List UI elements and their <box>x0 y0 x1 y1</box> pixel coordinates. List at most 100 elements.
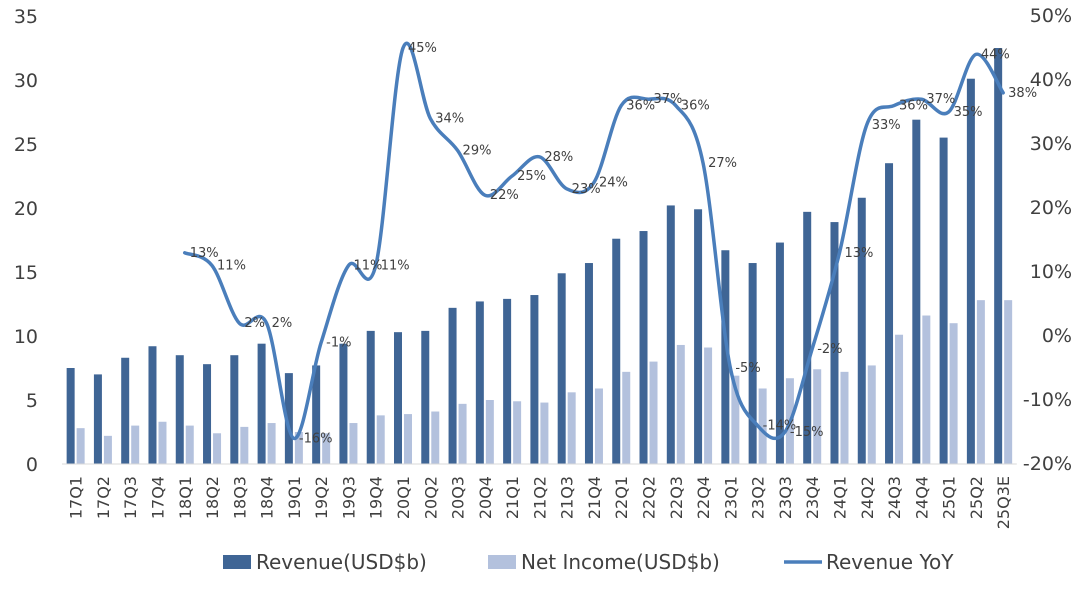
net-income-bar <box>895 334 904 464</box>
revenue-bar <box>339 343 348 464</box>
revenue-bar <box>175 355 184 464</box>
net-income-bar <box>922 315 931 464</box>
net-income-bar <box>76 428 85 464</box>
revenue-bar <box>694 209 703 464</box>
net-income-bar <box>458 403 467 464</box>
legend-label-revenue-yoy: Revenue YoY <box>826 550 954 574</box>
yoy-data-label: 37% <box>926 92 955 107</box>
yoy-data-label: 33% <box>872 118 901 133</box>
net-income-bar <box>513 401 522 464</box>
left-axis-tick-label: 35 <box>14 6 38 28</box>
x-axis-tick-label: 18Q3 <box>230 476 249 519</box>
yoy-data-label: 23% <box>572 182 601 197</box>
yoy-data-label: 38% <box>1008 86 1037 101</box>
right-axis-tick-label: -10% <box>1023 389 1072 411</box>
x-axis-tick-label: 17Q4 <box>148 476 167 519</box>
net-income-bar <box>349 423 358 464</box>
x-axis-tick-label: 21Q4 <box>585 476 604 519</box>
right-axis-ticks: -20% -10% 0% 10% 20% 30% 40% 50% <box>1023 5 1072 475</box>
x-axis-tick-label: 23Q2 <box>749 476 768 519</box>
net-income-bar <box>594 388 603 464</box>
right-axis-tick-label: 0% <box>1042 325 1072 347</box>
net-income-bar <box>540 402 549 464</box>
revenue-bar <box>666 205 675 464</box>
revenue-bar <box>93 374 102 464</box>
left-axis-tick-label: 5 <box>26 390 38 412</box>
yoy-data-label: 25% <box>517 169 546 184</box>
x-axis-tick-label: 22Q3 <box>667 476 686 519</box>
x-axis-tick-label: 22Q2 <box>640 476 659 519</box>
revenue-bar <box>912 119 921 465</box>
left-axis-ticks: 0 5 10 15 20 25 30 35 <box>14 6 38 476</box>
revenue-bars <box>66 48 1003 465</box>
yoy-data-labels: 13%11%2% 2%-16%-1%11%11%45%34%29%22%25%28… <box>190 41 1037 446</box>
x-axis-tick-label: 25Q2 <box>967 476 986 519</box>
yoy-data-label: 29% <box>463 143 492 158</box>
net-income-bar <box>240 426 249 464</box>
legend-label-revenue: Revenue(USD$b) <box>256 550 427 574</box>
left-axis-tick-label: 25 <box>14 134 38 156</box>
yoy-data-label: 35% <box>954 105 983 120</box>
revenue-bar <box>721 250 730 464</box>
net-income-bar <box>103 435 112 464</box>
x-axis-tick-label: 17Q3 <box>121 476 140 519</box>
revenue-bar <box>366 330 375 464</box>
right-axis-tick-label: 40% <box>1030 69 1072 91</box>
net-income-bar <box>376 415 385 464</box>
revenue-bar <box>584 263 593 464</box>
revenue-bar <box>121 357 130 464</box>
x-axis-tick-label: 23Q1 <box>721 476 740 519</box>
yoy-data-label: 45% <box>408 41 437 56</box>
net-income-bar <box>404 414 412 464</box>
left-axis-tick-label: 0 <box>26 454 38 476</box>
net-income-bar <box>704 347 713 464</box>
x-axis-tick-label: 25Q3E <box>994 476 1013 529</box>
net-income-bar <box>185 425 194 464</box>
net-income-bar <box>431 411 440 464</box>
net-income-bars <box>76 300 1013 464</box>
net-income-bar <box>567 392 576 464</box>
legend-swatch-revenue <box>223 555 251 569</box>
right-axis-tick-label: 20% <box>1030 197 1072 219</box>
revenue-bar <box>148 346 157 464</box>
yoy-data-label: 36% <box>681 99 710 114</box>
legend-swatch-net-income <box>488 555 516 569</box>
x-axis-tick-label: 19Q4 <box>367 476 386 519</box>
revenue-bar <box>612 238 621 464</box>
x-axis-tick-label: 22Q1 <box>612 476 631 519</box>
x-axis-tick-label: 17Q2 <box>94 476 113 519</box>
x-axis-tick-label: 18Q4 <box>258 476 277 519</box>
x-axis-tick-label: 19Q3 <box>339 476 358 519</box>
revenue-yoy-line <box>183 41 1005 441</box>
x-axis-tick-label: 20Q4 <box>476 476 495 519</box>
revenue-bar <box>203 364 212 464</box>
right-axis-tick-label: 30% <box>1030 133 1072 155</box>
yoy-data-label: 11% <box>381 259 410 274</box>
yoy-data-label: 22% <box>490 188 519 203</box>
net-income-bar <box>267 423 276 464</box>
revenue-bar <box>748 263 757 464</box>
yoy-data-label: -14% <box>763 419 797 434</box>
revenue-bar <box>284 373 293 464</box>
left-axis-tick-label: 15 <box>14 262 38 284</box>
x-axis-tick-label: 22Q4 <box>694 476 713 519</box>
yoy-data-label: 28% <box>544 150 573 165</box>
revenue-bar <box>775 242 784 464</box>
revenue-bar <box>503 298 512 464</box>
revenue-bar <box>639 231 648 464</box>
revenue-yoy-line-group <box>183 41 1005 441</box>
net-income-bar <box>131 425 140 464</box>
net-income-bar <box>840 371 849 464</box>
x-axis-tick-label: 20Q1 <box>394 476 413 519</box>
yoy-data-label: -5% <box>735 361 760 376</box>
net-income-bar <box>758 388 767 464</box>
yoy-data-label: -16% <box>299 431 333 446</box>
revenue-bar <box>803 211 812 464</box>
yoy-data-label: 34% <box>435 111 464 126</box>
x-axis-tick-label: 20Q2 <box>421 476 440 519</box>
x-axis-tick-label: 19Q1 <box>285 476 304 519</box>
yoy-data-label: 13% <box>844 246 873 261</box>
revenue-bar <box>557 273 566 464</box>
x-axis-tick-label: 20Q3 <box>449 476 468 519</box>
